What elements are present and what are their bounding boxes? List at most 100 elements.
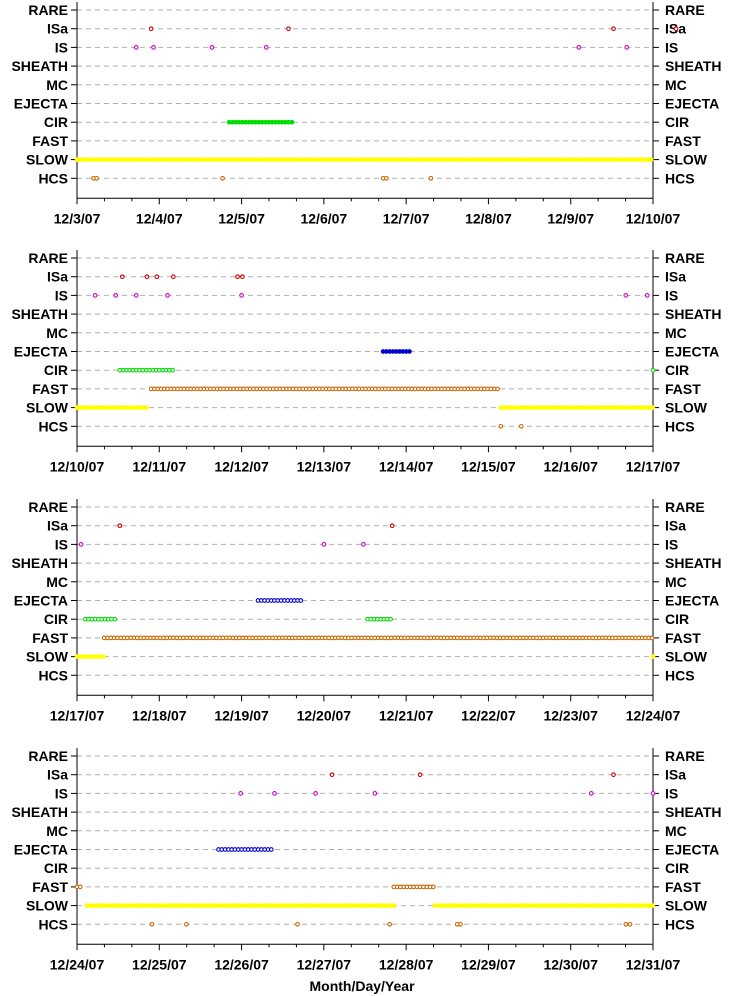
- x-tick-label: 12/22/07: [461, 707, 516, 723]
- category-label-right: SLOW: [665, 898, 708, 914]
- category-label-right: HCS: [665, 667, 695, 683]
- x-tick-label: 12/18/07: [132, 707, 187, 723]
- category-label-left: CIR: [44, 611, 68, 627]
- x-tick-label: 12/12/07: [214, 458, 269, 474]
- data-point-slow: [391, 903, 397, 908]
- panel-1: RARERAREISaISaISISSHEATHSHEATHMCMCEJECTA…: [11, 2, 722, 226]
- x-tick-label: 12/10/07: [626, 210, 681, 226]
- x-tick-label: 12/16/07: [543, 458, 598, 474]
- category-label-right: SLOW: [665, 649, 708, 665]
- category-label-right: SHEATH: [665, 58, 722, 74]
- data-point-slow: [648, 157, 654, 162]
- category-label-right: HCS: [665, 418, 695, 434]
- x-tick-label: 12/28/07: [379, 956, 434, 972]
- category-label-left: SHEATH: [11, 804, 68, 820]
- category-label-right: MC: [665, 325, 687, 341]
- category-label-left: ISa: [47, 21, 68, 37]
- data-point-ejecta: [268, 847, 274, 852]
- data-point-slow: [650, 903, 656, 908]
- category-label-right: CIR: [665, 860, 689, 876]
- data-point-cir: [170, 367, 175, 373]
- category-label-right: RARE: [665, 2, 705, 18]
- category-label-left: EJECTA: [14, 842, 68, 858]
- category-label-right: MC: [665, 574, 687, 590]
- x-tick-label: 12/25/07: [132, 956, 187, 972]
- data-point-hcs: [627, 921, 633, 927]
- category-label-right: IS: [665, 785, 678, 801]
- category-label-right: RARE: [665, 748, 705, 764]
- x-tick-label: 12/17/07: [50, 707, 105, 723]
- category-label-right: CIR: [665, 362, 689, 378]
- category-label-left: SLOW: [26, 898, 69, 914]
- x-tick-label: 12/30/07: [543, 956, 598, 972]
- data-point-isa: [154, 274, 160, 280]
- category-label-right: ISa: [665, 518, 686, 534]
- data-point-is: [263, 45, 269, 50]
- data-point-is: [650, 791, 656, 796]
- panel-4: RARE RARE ISa ISa IS IS SHEATH SHEATH MC MC EJECTA…: [11, 748, 722, 972]
- data-point-is: [133, 45, 139, 50]
- category-label-left: MC: [46, 823, 68, 839]
- data-point-fast: [431, 884, 436, 890]
- category-label-right: FAST: [665, 630, 701, 646]
- data-point-isa: [144, 274, 150, 280]
- data-point-is: [165, 293, 170, 298]
- category-label-left: IS: [55, 536, 68, 552]
- data-point-slow: [650, 654, 656, 659]
- data-point-isa: [673, 26, 679, 32]
- data-point-is: [113, 293, 119, 298]
- data-point-hcs: [184, 921, 189, 927]
- category-label-right: ISa: [665, 767, 686, 783]
- category-label-left: IS: [55, 287, 68, 303]
- category-label-left: SHEATH: [11, 306, 68, 322]
- category-label-left: CIR: [44, 114, 68, 130]
- category-label-right: FAST: [665, 381, 701, 397]
- category-label-left: RARE: [28, 499, 68, 515]
- x-tick-label: 12/17/07: [626, 458, 681, 474]
- data-point-hcs: [498, 423, 504, 429]
- data-point-hcs: [623, 921, 629, 927]
- data-point-isa: [148, 26, 154, 32]
- x-tick-label: 12/9/07: [547, 210, 594, 226]
- data-point-isa: [611, 772, 616, 778]
- category-label-left: IS: [55, 39, 68, 55]
- category-label-right: RARE: [665, 499, 705, 515]
- data-point-cir: [388, 616, 393, 622]
- category-label-left: MC: [46, 77, 68, 93]
- data-point-is: [78, 542, 84, 547]
- data-point-hcs: [94, 175, 100, 181]
- data-point-fast: [77, 884, 83, 890]
- category-label-right: CIR: [665, 611, 689, 627]
- category-label-right: SHEATH: [665, 306, 722, 322]
- data-point-hcs: [458, 921, 463, 927]
- data-point-is: [92, 293, 98, 298]
- data-point-fast: [495, 386, 500, 392]
- data-point-isa: [117, 523, 123, 529]
- x-tick-label: 12/4/07: [136, 210, 183, 226]
- x-axis-title: Month/Day/Year: [309, 978, 415, 994]
- panel-2: RARE RARE ISa ISa IS IS SHEATH SHEATH MC MC EJECTA…: [11, 250, 722, 474]
- data-point-isa: [235, 274, 240, 280]
- x-tick-label: 12/23/07: [543, 707, 598, 723]
- data-point-isa: [417, 772, 423, 778]
- data-point-isa: [286, 26, 291, 32]
- category-label-right: EJECTA: [665, 842, 719, 858]
- category-label-right: EJECTA: [665, 344, 719, 360]
- data-point-is: [313, 791, 318, 796]
- category-label-right: MC: [665, 77, 687, 93]
- category-label-right: FAST: [665, 133, 701, 149]
- data-point-is: [321, 542, 327, 547]
- category-label-left: HCS: [38, 916, 68, 932]
- x-tick-label: 12/10/07: [50, 458, 105, 474]
- category-label-left: SHEATH: [11, 555, 68, 571]
- data-point-is: [588, 791, 594, 796]
- category-label-right: IS: [665, 287, 678, 303]
- data-point-slow: [143, 405, 149, 410]
- category-label-right: IS: [665, 536, 678, 552]
- category-label-right: SHEATH: [665, 555, 722, 571]
- category-label-left: CIR: [44, 362, 68, 378]
- category-label-right: SLOW: [665, 152, 708, 168]
- category-label-left: RARE: [28, 748, 68, 764]
- category-label-right: IS: [665, 39, 678, 55]
- data-point-hcs: [428, 175, 434, 181]
